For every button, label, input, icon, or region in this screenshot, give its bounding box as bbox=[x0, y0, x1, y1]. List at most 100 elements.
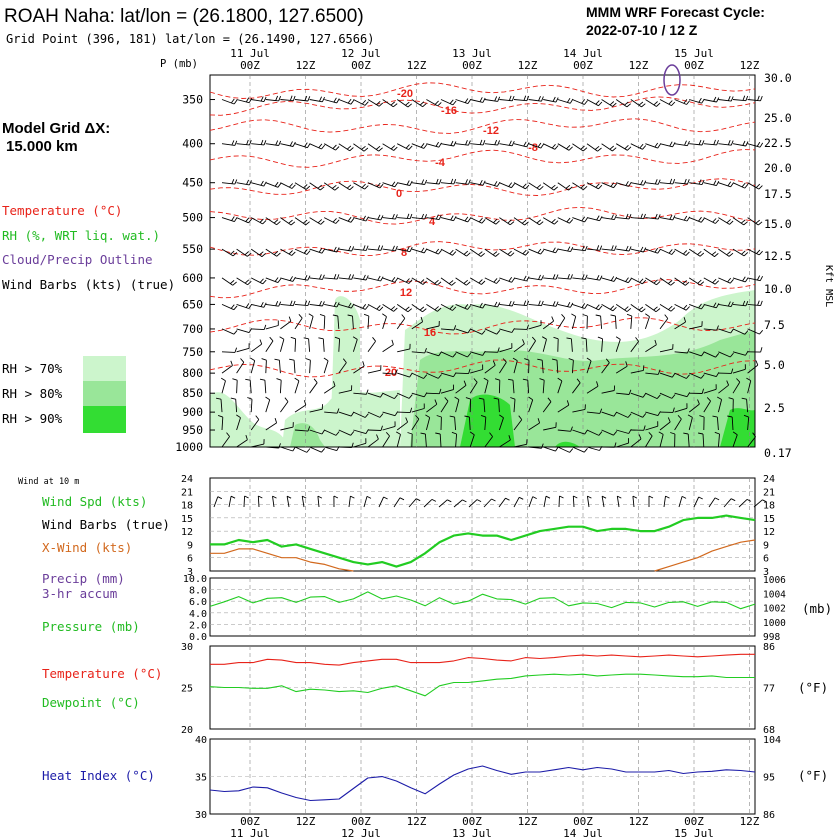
wind-barb bbox=[221, 347, 238, 353]
wind-barb bbox=[732, 95, 749, 102]
wind-barb bbox=[732, 217, 748, 226]
wind-barb bbox=[332, 314, 340, 329]
wind-barb bbox=[568, 358, 574, 374]
height-tick-label: 25.0 bbox=[764, 111, 792, 125]
wind-barb bbox=[494, 378, 501, 394]
surface-wind-barb bbox=[708, 497, 720, 508]
wind-barb bbox=[280, 316, 292, 330]
pressure-ytick: 1004 bbox=[763, 589, 786, 600]
wind-barb bbox=[688, 248, 705, 257]
wind-barb bbox=[572, 182, 588, 191]
wind-barb bbox=[484, 432, 493, 448]
wind-barb bbox=[732, 378, 741, 394]
wind-barb bbox=[601, 182, 618, 189]
wind-barb bbox=[674, 140, 690, 147]
wind-barb bbox=[420, 432, 427, 448]
time-tick-label: 00Z bbox=[684, 59, 704, 72]
wind-barb bbox=[338, 245, 355, 252]
wind-barb bbox=[732, 276, 749, 283]
wind-barb bbox=[674, 248, 690, 256]
wind-barb bbox=[645, 213, 661, 220]
surface-wind-barb bbox=[601, 495, 607, 508]
height-tick-label: 22.5 bbox=[764, 136, 792, 150]
wind-barb bbox=[236, 303, 253, 309]
rh90-swatch bbox=[83, 406, 126, 433]
wind-barb bbox=[236, 358, 245, 374]
wind-barb bbox=[615, 361, 628, 374]
wind-barb bbox=[528, 248, 545, 255]
surface-wind-barb bbox=[333, 495, 339, 508]
wind-barb bbox=[294, 142, 311, 149]
legend-rh: RH (%, WRT liq. wat.) bbox=[2, 228, 160, 243]
wind-barb bbox=[616, 181, 632, 187]
bottom-date-label: 15 Jul bbox=[674, 827, 714, 840]
wind-barb bbox=[411, 99, 427, 108]
surface-wind-barb bbox=[558, 495, 564, 508]
pressure-tick-label: 950 bbox=[182, 423, 203, 437]
wind-barb bbox=[323, 217, 340, 224]
time-tick-label: 12Z bbox=[629, 59, 649, 72]
wind-barb bbox=[397, 277, 413, 284]
wind-barb bbox=[440, 140, 457, 147]
surface-wind-barb bbox=[301, 495, 307, 508]
isotherm-label: -16 bbox=[441, 105, 457, 117]
date-label: 13 Jul bbox=[452, 47, 492, 60]
wind-ytick-right: 12 bbox=[763, 527, 775, 538]
wind-barb bbox=[319, 313, 326, 329]
wind-barb bbox=[616, 245, 632, 252]
wind-barb bbox=[465, 397, 472, 413]
wind-barb bbox=[571, 313, 577, 330]
wind-barb bbox=[455, 179, 471, 185]
wind-barb bbox=[728, 397, 734, 413]
wind-barb bbox=[309, 446, 326, 453]
wind-barb bbox=[484, 328, 501, 335]
wind-barb bbox=[367, 425, 383, 431]
bottom-time-tick: 12Z bbox=[518, 815, 538, 828]
time-tick-label: 00Z bbox=[573, 59, 593, 72]
wind-barb bbox=[513, 300, 530, 307]
pressure-line bbox=[209, 591, 756, 610]
height-tick-label: 12.5 bbox=[764, 249, 792, 263]
wind-barb bbox=[265, 396, 271, 413]
wind-barb bbox=[674, 317, 687, 330]
wind-barb bbox=[616, 277, 632, 284]
precip-ytick: 4.0 bbox=[189, 609, 207, 620]
bottom-time-tick: 00Z bbox=[573, 815, 593, 828]
wind-barb bbox=[601, 304, 617, 312]
wind-barb bbox=[411, 403, 425, 413]
wind-barb bbox=[674, 414, 682, 431]
wind-barb bbox=[353, 245, 369, 251]
pressure-ytick: 1000 bbox=[763, 618, 786, 629]
wind-barb bbox=[469, 378, 478, 394]
isotherm-label: -20 bbox=[397, 88, 413, 100]
height-tick-label: 17.5 bbox=[764, 187, 792, 201]
wind-barb bbox=[338, 385, 353, 394]
date-label: 11 Jul bbox=[230, 47, 270, 60]
wind-barb bbox=[338, 216, 355, 223]
wind-barb bbox=[338, 358, 347, 374]
bottom-date-label: 12 Jul bbox=[341, 827, 381, 840]
wind-ytick-left: 6 bbox=[187, 554, 193, 565]
bottom-time-tick: 12Z bbox=[407, 815, 427, 828]
wind-barb bbox=[259, 378, 267, 394]
wind-barb bbox=[280, 95, 296, 102]
surface-wind-barb bbox=[228, 495, 236, 508]
surface-wind-barb bbox=[693, 496, 703, 508]
wind-barb bbox=[747, 248, 763, 256]
wind-barb bbox=[689, 179, 705, 186]
wind-barb bbox=[543, 96, 559, 103]
wind-barb bbox=[230, 397, 238, 413]
isotherm-line bbox=[209, 96, 756, 116]
rh-region-0 bbox=[210, 392, 285, 447]
wind-barb bbox=[689, 388, 705, 394]
wind-barb bbox=[236, 414, 241, 431]
pressure-tick-label: 400 bbox=[182, 137, 203, 151]
wind-barb bbox=[703, 384, 717, 394]
wind-barb bbox=[455, 351, 472, 358]
wind-barb bbox=[703, 217, 720, 224]
wind-barb bbox=[426, 141, 442, 148]
wind-barb bbox=[674, 303, 690, 311]
surface-wind-barb bbox=[243, 495, 249, 508]
heat-index-ytick-c: 40 bbox=[195, 735, 207, 746]
